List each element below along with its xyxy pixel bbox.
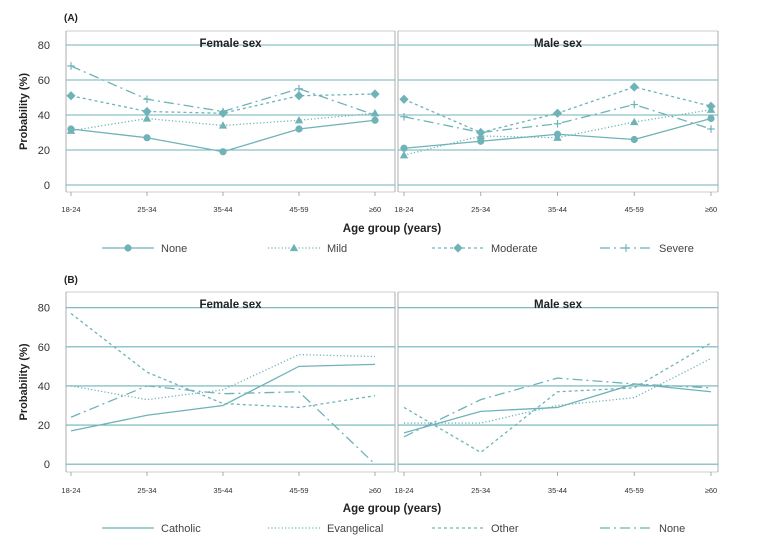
x-tick-label: 25-34 (471, 205, 490, 214)
x-tick-label: 18-24 (394, 486, 413, 495)
series-line-severe (70, 65, 376, 116)
panel-title: Female sex (199, 38, 262, 50)
data-point-none (219, 148, 227, 156)
data-point-severe (219, 107, 227, 116)
x-tick-label: 45-59 (289, 486, 308, 495)
data-point-moderate (552, 108, 563, 118)
legend-label: Catholic (161, 523, 201, 535)
data-point-moderate (370, 89, 380, 99)
data-point-severe (630, 100, 639, 109)
legend-marker (622, 244, 630, 252)
data-point-mild (399, 151, 409, 159)
panel-label: (A) (64, 13, 78, 24)
data-point-severe (143, 95, 151, 104)
data-point-moderate (399, 94, 409, 104)
x-tick-label: ≥60 (705, 205, 717, 214)
legend-marker (124, 244, 132, 252)
x-tick-label: 45-59 (289, 205, 308, 214)
data-point-none (477, 137, 485, 145)
series-line-catholic (403, 383, 712, 434)
panel-label: (B) (64, 275, 78, 286)
y-tick-label: 20 (38, 145, 50, 157)
y-tick-label: 80 (38, 40, 50, 52)
data-point-mild (294, 116, 304, 124)
data-point-none (371, 116, 379, 124)
data-point-mild (630, 117, 639, 126)
y-tick-label: 40 (38, 381, 50, 393)
data-point-none (400, 144, 408, 152)
x-tick-label: 35-44 (548, 205, 567, 214)
x-tick-label: 18-24 (61, 486, 80, 495)
y-tick-label: 0 (44, 459, 50, 471)
x-tick-label: 25-34 (137, 205, 156, 214)
legend-label: Mild (327, 243, 347, 255)
legend-label: None (161, 243, 187, 255)
legend-label: Other (491, 523, 519, 535)
y-tick-label: 60 (38, 342, 50, 354)
x-tick-label: ≥60 (369, 205, 381, 214)
data-point-severe (371, 111, 379, 119)
data-point-none (707, 114, 715, 123)
legend-label: Evangelical (327, 523, 383, 535)
x-tick-label: ≥60 (369, 486, 381, 495)
data-point-severe (553, 119, 562, 128)
data-point-moderate (706, 101, 716, 111)
data-point-severe (476, 128, 485, 137)
y-tick-label: 60 (38, 75, 50, 87)
data-point-moderate (66, 91, 76, 101)
x-tick-label: 25-34 (137, 486, 156, 495)
data-point-mild (553, 133, 562, 141)
x-tick-label: 35-44 (213, 205, 232, 214)
panel-title: Female sex (199, 299, 262, 311)
panel-title: Male sex (534, 299, 583, 311)
x-tick-label: 35-44 (213, 486, 232, 495)
data-point-mild (142, 114, 152, 122)
y-tick-label: 80 (38, 303, 50, 315)
x-tick-label: 45-59 (625, 205, 644, 214)
legend-marker (453, 243, 463, 253)
x-axis-label: Age group (years) (343, 223, 442, 235)
data-point-mild (66, 126, 76, 134)
y-axis-label: Probability (%) (18, 343, 30, 420)
series-line-catholic (70, 363, 376, 432)
data-point-moderate (294, 91, 304, 101)
legend-label: None (659, 523, 685, 535)
x-tick-label: 35-44 (548, 486, 567, 495)
data-point-none (295, 125, 303, 133)
data-point-mild (218, 121, 228, 129)
data-point-severe (707, 125, 715, 133)
x-tick-label: 18-24 (394, 205, 413, 214)
x-axis-label: Age group (years) (343, 503, 442, 515)
y-tick-label: 20 (38, 420, 50, 432)
series-line-evangelical (404, 357, 712, 424)
x-tick-label: 45-59 (625, 486, 644, 495)
x-tick-label: ≥60 (705, 486, 717, 495)
data-point-none (630, 135, 638, 144)
legend-label: Moderate (491, 243, 537, 255)
data-point-severe (295, 84, 303, 93)
series-line-none (403, 377, 712, 438)
panel-title: Male sex (534, 38, 583, 50)
data-point-none (143, 134, 151, 142)
data-point-moderate (142, 106, 152, 117)
y-tick-label: 0 (44, 180, 50, 192)
legend-marker (289, 243, 299, 252)
x-tick-label: 25-34 (471, 486, 490, 495)
series-line-evangelical (70, 353, 376, 401)
y-axis-label: Probability (%) (18, 73, 30, 150)
series-line-other (70, 313, 376, 409)
legend-label: Severe (659, 243, 694, 255)
x-tick-label: 18-24 (61, 205, 80, 214)
data-point-severe (67, 62, 75, 70)
y-tick-label: 40 (38, 110, 50, 122)
series-line-none (70, 385, 376, 465)
series-line-other (403, 342, 712, 454)
data-point-severe (400, 112, 408, 121)
data-point-moderate (629, 82, 639, 92)
